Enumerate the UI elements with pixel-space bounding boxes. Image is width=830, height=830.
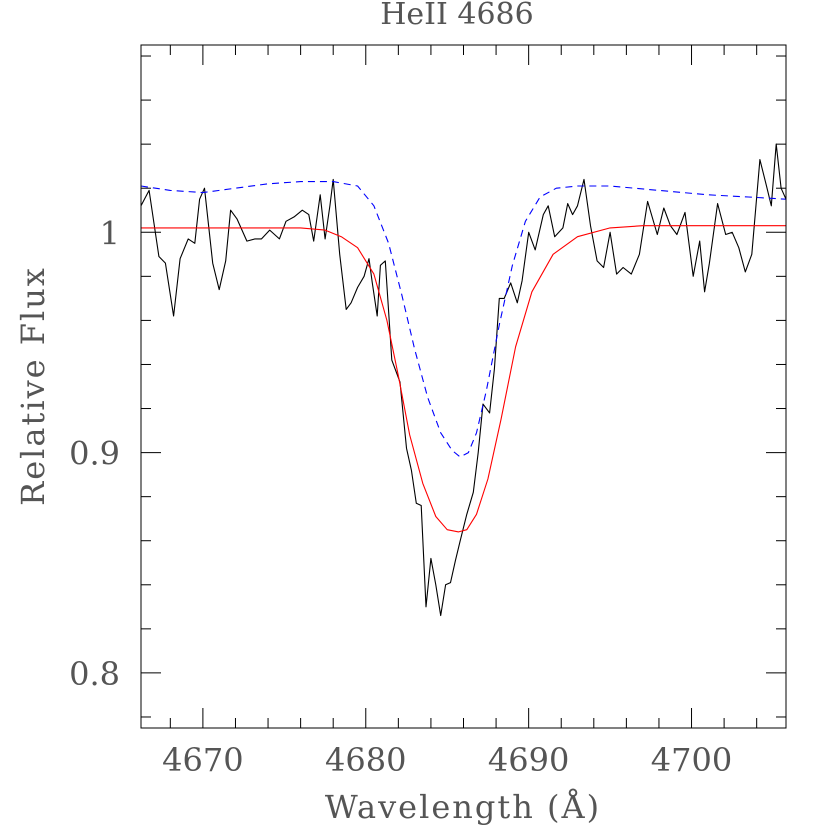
plot-area [140,143,787,617]
series-line-3 [140,181,787,458]
tick-labels: 4670 4680 4690 4700 0.8 0.9 1 [69,214,732,779]
y-axis-label: Relative Flux [14,266,52,506]
x-tick-label: 4700 [651,741,732,779]
axis-ticks [141,45,786,728]
y-tick-label: 0.9 [69,435,120,473]
x-tick-label: 4690 [488,741,569,779]
x-tick-label: 4670 [162,741,243,779]
series-line-1 [140,143,787,617]
y-tick-label: 0.8 [69,655,120,693]
x-axis-label: Wavelength (Å) [325,788,601,826]
y-tick-label: 1 [100,214,120,252]
series-line-2 [141,225,786,533]
plot-frame [140,44,787,729]
chart-title: HeII 4686 [380,0,534,32]
x-tick-label: 4680 [325,741,406,779]
